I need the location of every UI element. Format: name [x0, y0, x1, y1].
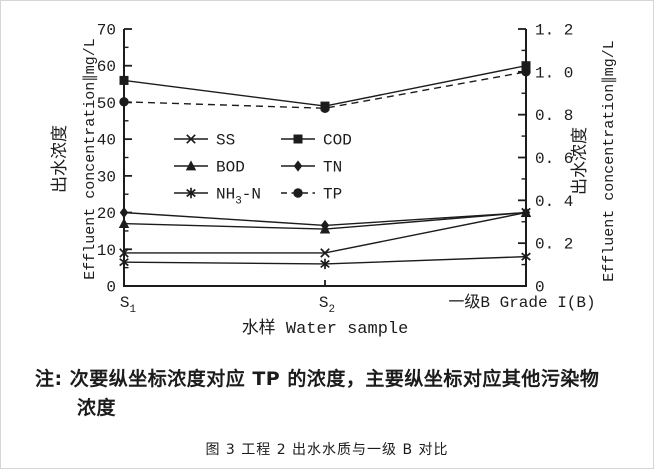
y-right-tick-label: 0	[535, 279, 545, 297]
y-left-tick-label: 40	[97, 132, 116, 150]
y-left-title-en: Effluent concentration∥mg/L	[82, 38, 99, 280]
x-tick-label: 一级B Grade I(B)	[448, 293, 595, 312]
y-left-tick-label: 70	[97, 22, 116, 40]
marker-diamond	[521, 206, 531, 219]
y-right-title-en: Effluent concentration∥mg/L	[601, 40, 618, 282]
x-axis-title: 水样 Water sample	[242, 318, 409, 339]
figure-note: 注: 次要纵坐标浓度对应 TP 的浓度，主要纵坐标对应其他污染物 浓度	[35, 365, 635, 424]
series-cod	[119, 61, 531, 111]
marker-diamond	[293, 160, 303, 172]
marker-star	[320, 258, 330, 270]
series-nh-n	[119, 251, 531, 270]
marker-diamond	[320, 219, 330, 232]
marker-circle	[293, 188, 303, 198]
legend-label: NH3-N	[216, 186, 261, 208]
y-left-tick-label: 20	[97, 205, 116, 223]
y-left-tick-label: 30	[97, 168, 116, 186]
marker-star	[186, 187, 196, 199]
y-right-tick-label: 0. 4	[535, 193, 573, 211]
legend-label: BOD	[216, 159, 245, 177]
figure-caption: 图 3 工程 2 出水水质与一级 B 对比	[205, 442, 449, 458]
note-line-1: 注: 次要纵坐标浓度对应 TP 的浓度，主要纵坐标对应其他污染物	[35, 368, 600, 390]
marker-star	[521, 251, 531, 262]
note-line-2: 浓度	[77, 397, 117, 420]
y-right-tick-label: 0. 8	[535, 107, 573, 125]
legend-label: SS	[216, 132, 235, 150]
marker-x	[320, 248, 330, 258]
y-right-tick-label: 1. 2	[535, 22, 573, 40]
marker-x	[119, 248, 129, 258]
series-tp	[119, 67, 531, 113]
legend-label: TN	[323, 159, 342, 177]
legend-label: COD	[323, 132, 352, 150]
marker-x	[186, 134, 196, 144]
axes	[123, 29, 527, 287]
marker-triangle	[118, 217, 130, 228]
chart-plot: 0 10 20 30 40 50 60 70 0 0. 2 0. 4 0. 6 0. 8 1. 0 1. 2…	[50, 22, 618, 340]
y-right-tick-label: 1. 0	[535, 64, 573, 82]
y-axis-right: 0 0. 2 0. 4 0. 6 0. 8 1. 0 1. 2	[518, 22, 573, 297]
y-left-tick-label: 10	[97, 242, 116, 260]
marker-square	[119, 75, 129, 85]
y-right-title-cn: 出水浓度	[570, 127, 591, 195]
y-left-tick-label: 50	[97, 95, 116, 113]
legend-label: TP	[323, 186, 342, 204]
x-tick-label: S1	[120, 294, 136, 316]
y-left-title-cn: 出水浓度	[50, 125, 71, 193]
series-ss	[119, 207, 531, 258]
marker-star	[119, 256, 129, 268]
x-axis: S1 S2 一级B Grade I(B) 水样 Water sample	[120, 280, 596, 339]
y-left-tick-label: 60	[97, 58, 116, 76]
marker-triangle	[185, 160, 197, 171]
marker-diamond	[119, 206, 129, 219]
marker-circle	[119, 97, 129, 107]
y-right-tick-label: 0. 6	[535, 150, 573, 168]
marker-circle	[320, 103, 330, 113]
y-left-tick-label: 0	[106, 279, 116, 297]
marker-square	[521, 61, 531, 71]
axis-titles: 出水浓度 Effluent concentration∥mg/L 出水浓度 Efflu…	[50, 38, 618, 282]
marker-square	[293, 134, 303, 144]
series-tn	[119, 206, 531, 232]
legend: SS BOD NH3-N COD TN TP	[174, 132, 352, 208]
y-right-tick-label: 0. 2	[535, 236, 573, 254]
x-tick-label: S2	[319, 294, 335, 316]
marker-circle	[521, 67, 531, 77]
